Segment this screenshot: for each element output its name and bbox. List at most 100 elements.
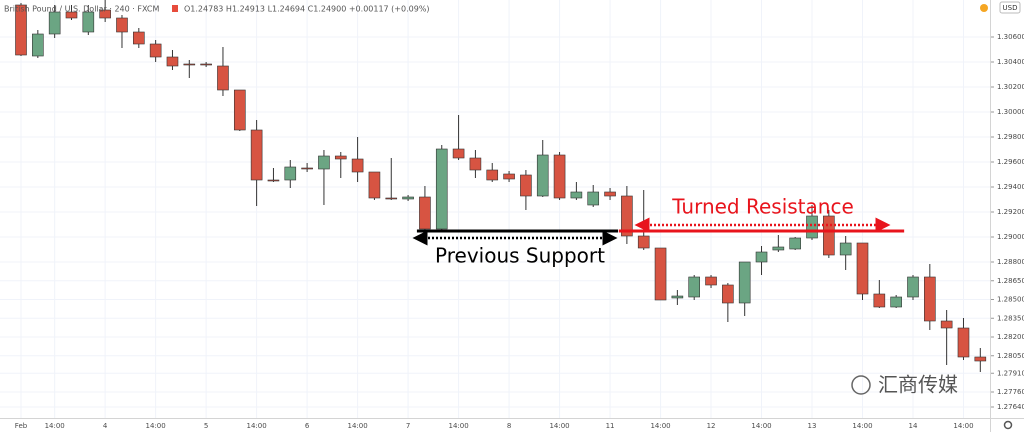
- y-tick-label: 1.29000: [997, 233, 1024, 241]
- candle-body: [587, 191, 600, 206]
- candle-body: [789, 237, 801, 250]
- y-tick-label: 1.30200: [997, 83, 1024, 91]
- candle-body: [823, 215, 835, 256]
- candle-body: [183, 63, 196, 66]
- x-tick-label: 4: [103, 422, 108, 430]
- y-tick-label: 1.27910: [997, 369, 1024, 377]
- candle-body: [301, 167, 313, 170]
- x-tick-label: 14:00: [247, 422, 267, 430]
- candle-body: [974, 356, 987, 362]
- candle-body: [806, 215, 818, 239]
- y-tick-label: 1.29200: [997, 208, 1024, 216]
- candle-body: [553, 154, 566, 199]
- x-tick-label: 7: [406, 422, 410, 430]
- candle-body: [15, 4, 27, 56]
- watermark: 汇商传媒: [878, 373, 958, 397]
- candle-body: [772, 246, 785, 251]
- currency-box[interactable]: [999, 1, 1021, 14]
- x-tick-label: 14: [909, 422, 918, 430]
- candle-body: [907, 276, 919, 298]
- x-tick-label: 5: [204, 422, 208, 430]
- candle-body: [233, 89, 246, 131]
- candle-body: [334, 155, 347, 160]
- candle-body: [520, 174, 532, 197]
- candle-body: [957, 327, 970, 358]
- candle-body: [722, 284, 734, 304]
- symbol-title: British Pound / U.S. Dollar · 240 · FXCM: [4, 5, 159, 14]
- ohlc-readout: O1.24783 H1.24913 L1.24694 C1.24900 +0.0…: [184, 5, 430, 14]
- annotation: Turned Resistance: [671, 195, 854, 219]
- x-tick-label: 8: [507, 422, 511, 430]
- y-tick-label: 1.30400: [997, 58, 1024, 66]
- y-tick-label: 1.28500: [997, 296, 1024, 304]
- x-tick-label: 14:00: [953, 422, 973, 430]
- x-tick-label: 13: [808, 422, 817, 430]
- candle-body: [452, 148, 465, 159]
- candle-body: [570, 191, 583, 199]
- y-tick-label: 1.28200: [997, 333, 1024, 341]
- candle-body: [133, 31, 145, 45]
- candle-body: [435, 148, 448, 230]
- y-tick-label: 1.30600: [997, 33, 1024, 41]
- x-tick-label: 14:00: [448, 422, 468, 430]
- x-tick-label: 14:00: [650, 422, 670, 430]
- settings-icon[interactable]: [1003, 420, 1013, 430]
- y-tick-label: 1.28650: [997, 277, 1024, 285]
- y-tick-label: 1.27760: [997, 388, 1024, 396]
- candle-body: [82, 11, 95, 33]
- y-tick-label: 1.28350: [997, 314, 1024, 322]
- y-tick-label: 1.27640: [997, 403, 1024, 411]
- candle-body: [856, 242, 869, 295]
- candle-body: [65, 11, 78, 19]
- y-tick-label: 1.28050: [997, 352, 1024, 360]
- y-tick-label: 1.29800: [997, 133, 1024, 141]
- candle-body: [200, 63, 212, 66]
- y-tick-label: 1.30000: [997, 108, 1024, 116]
- x-tick-label: 12: [707, 422, 716, 430]
- candle-body: [250, 129, 263, 181]
- candle-body: [284, 166, 297, 181]
- y-tick-label: 1.29600: [997, 158, 1024, 166]
- currency-label: USD: [1003, 4, 1018, 12]
- candle-body: [688, 276, 701, 298]
- candle-body: [486, 169, 499, 181]
- x-tick-label: 14:00: [549, 422, 569, 430]
- candle-body: [385, 197, 398, 200]
- flag-icon: [172, 5, 178, 12]
- candle-body: [166, 56, 179, 67]
- candle-body: [368, 171, 381, 199]
- watermark-icon: [851, 375, 871, 395]
- candle-body: [671, 295, 684, 299]
- candle-body: [419, 196, 431, 230]
- candle-body: [267, 179, 280, 182]
- x-tick-label: 14:00: [146, 422, 166, 430]
- y-tick-label: 1.29400: [997, 183, 1024, 191]
- candle-body: [755, 251, 768, 263]
- candle-body: [351, 158, 364, 173]
- x-tick-label: Feb: [15, 422, 28, 430]
- x-tick-label: 11: [606, 422, 615, 430]
- candle-body: [873, 293, 886, 308]
- candle-body: [149, 43, 162, 58]
- x-tick-label: 6: [305, 422, 310, 430]
- candle-body: [48, 11, 61, 35]
- candle-body: [839, 242, 852, 256]
- candle-body: [116, 17, 128, 33]
- x-tick-label: 14:00: [852, 422, 872, 430]
- candle-body: [469, 157, 482, 171]
- x-tick-label: 14:00: [45, 422, 65, 430]
- candle-body: [32, 33, 44, 57]
- candle-body: [940, 320, 953, 329]
- y-tick-label: 1.28800: [997, 258, 1024, 266]
- x-tick-label: 14:00: [751, 422, 771, 430]
- alert-icon[interactable]: [980, 4, 988, 12]
- candle-body: [637, 235, 650, 249]
- annotation: Previous Support: [435, 244, 605, 268]
- candle-body: [503, 173, 515, 180]
- candle-body: [654, 247, 667, 301]
- candle-body: [402, 196, 414, 200]
- x-tick-label: 14:00: [348, 422, 368, 430]
- candle-body: [705, 276, 717, 286]
